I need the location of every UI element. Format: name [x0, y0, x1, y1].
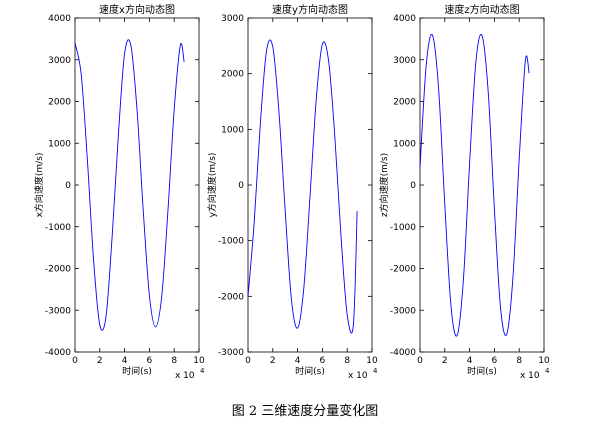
z-x-axis-label: 时间(s) — [467, 365, 497, 377]
x-series-line — [74, 39, 185, 331]
x-y-tick-label: 0 — [65, 181, 71, 191]
z-axes-box — [419, 17, 545, 353]
y-x-tick-label: 8 — [344, 356, 350, 366]
x-x-tick-label: 2 — [97, 356, 103, 366]
z-y-tick-label: 1000 — [393, 139, 416, 149]
x-x-exponent: x 10 — [175, 371, 195, 381]
y-axes-box — [247, 17, 373, 353]
x-y-tick-label: -2000 — [45, 265, 71, 275]
y-y-tick-label: -3000 — [218, 348, 244, 358]
y-x-tick-label: 0 — [245, 356, 251, 366]
z-y-tick-label: -4000 — [390, 348, 416, 358]
z-x-tick-label: 6 — [492, 356, 498, 366]
x-x-tick-label: 8 — [171, 356, 177, 366]
y-chart-title: 速度y方向动态图 — [272, 3, 348, 16]
z-y-tick-label: -2000 — [390, 265, 416, 275]
z-y-tick-label: 4000 — [393, 14, 416, 24]
subplot-z: 速度z方向动态图 -4000 -3000 -2000 -1000 0 1000 2000 300… — [378, 3, 550, 381]
x-axes-box — [74, 17, 200, 353]
subplot-x: 速度x方向动态图 -4000 -3000 -2000 -1000 0 1000 2000 300… — [33, 3, 205, 381]
y-x-exponent-power: 4 — [373, 367, 378, 375]
x-y-tick-label: 3000 — [48, 56, 71, 66]
z-x-exponent-power: 4 — [545, 367, 550, 375]
z-x-tick-label: 2 — [442, 356, 448, 366]
y-series-line — [247, 39, 358, 334]
z-y-tick-label: 2000 — [393, 98, 416, 108]
x-y-tick-label: -3000 — [45, 306, 71, 316]
x-y-tick-label: 1000 — [48, 139, 71, 149]
x-x-exponent-power: 4 — [200, 367, 205, 375]
z-x-tick-label: 8 — [516, 356, 522, 366]
z-y-axis-label: z方向速度(m/s) — [378, 153, 390, 217]
x-x-tick-label: 0 — [72, 356, 78, 366]
y-y-tick-label: 3000 — [221, 14, 244, 24]
z-x-tick-label: 0 — [417, 356, 423, 366]
z-x-tick-label: 10 — [538, 356, 550, 366]
z-series-line — [419, 33, 530, 337]
x-x-tick-label: 10 — [193, 356, 205, 366]
x-y-axis-label: x方向速度(m/s) — [33, 153, 45, 218]
z-y-tick-label: 0 — [410, 181, 416, 191]
x-y-tick-label: 2000 — [48, 98, 71, 108]
y-y-tick-label: -2000 — [218, 292, 244, 302]
x-x-tick-label: 6 — [147, 356, 153, 366]
z-x-exponent: x 10 — [520, 371, 540, 381]
y-y-tick-label: 1000 — [221, 125, 244, 135]
x-x-axis-label: 时间(s) — [122, 365, 152, 377]
y-x-tick-label: 2 — [270, 356, 276, 366]
z-y-tick-label: 3000 — [393, 56, 416, 66]
x-y-tick-label: -1000 — [45, 223, 71, 233]
y-x-tick-label: 4 — [295, 356, 301, 366]
y-x-tick-label: 10 — [366, 356, 378, 366]
y-x-axis-label: 时间(s) — [295, 365, 325, 377]
x-chart-title: 速度x方向动态图 — [99, 3, 175, 16]
y-y-tick-label: -1000 — [218, 237, 244, 247]
y-x-exponent: x 10 — [348, 371, 368, 381]
subplot-y: 速度y方向动态图 -3000 -2000 -1000 0 1000 2000 3000 0 2 4 6… — [206, 3, 378, 381]
z-y-tick-label: -3000 — [390, 306, 416, 316]
figure-caption: 图 2 三维速度分量变化图 — [231, 404, 379, 419]
z-chart-title: 速度z方向动态图 — [444, 3, 519, 16]
x-x-tick-label: 4 — [122, 356, 128, 366]
y-y-tick-label: 0 — [238, 181, 244, 191]
z-x-tick-label: 4 — [467, 356, 473, 366]
y-y-axis-label: y方向速度(m/s) — [206, 153, 218, 218]
y-x-tick-label: 6 — [320, 356, 326, 366]
z-y-tick-label: -1000 — [390, 223, 416, 233]
x-y-tick-label: 4000 — [48, 14, 71, 24]
y-y-tick-label: 2000 — [221, 70, 244, 80]
x-y-tick-label: -4000 — [45, 348, 71, 358]
